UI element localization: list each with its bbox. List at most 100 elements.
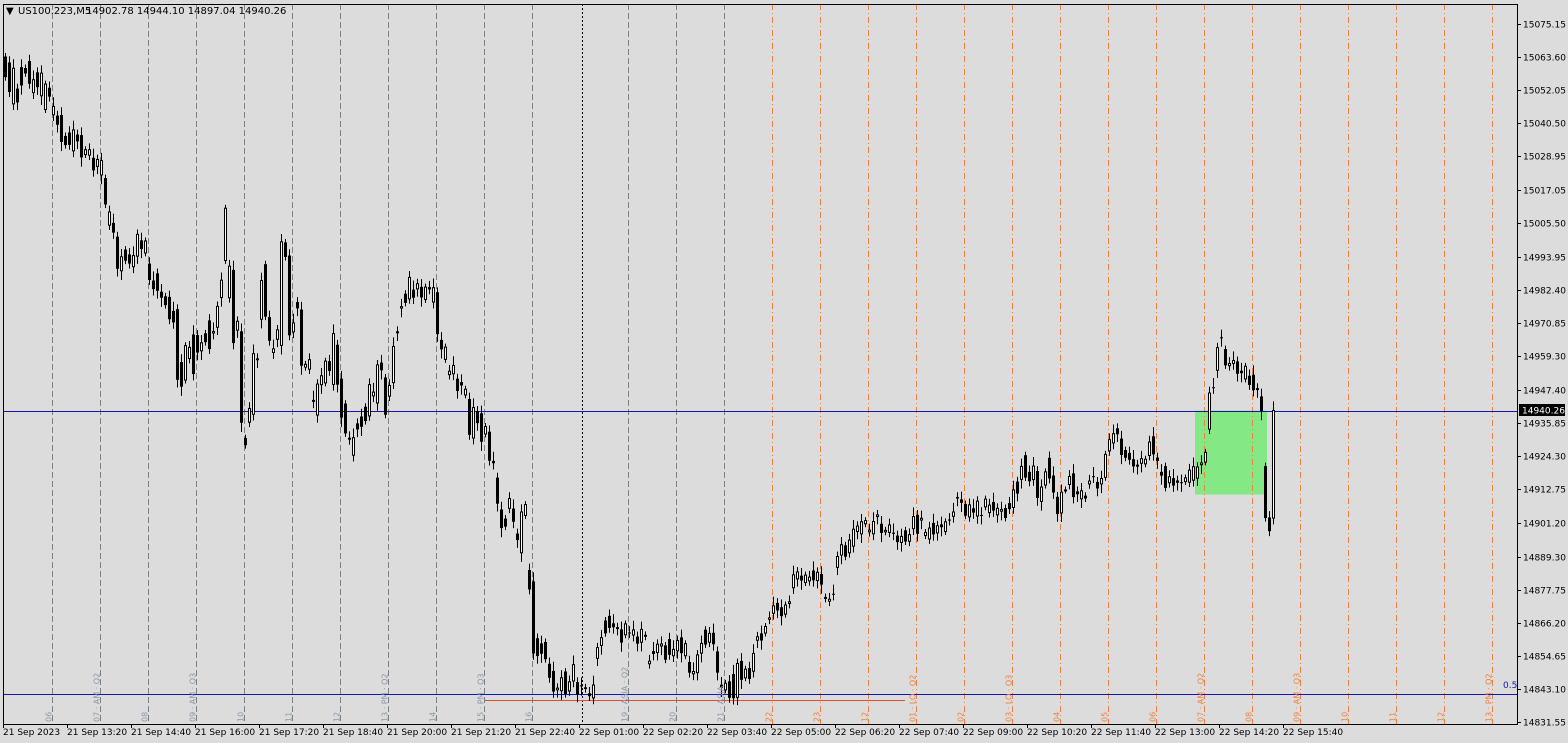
gray-session-label: 08 — [141, 712, 150, 722]
candle-body-bear — [420, 286, 423, 298]
candle — [72, 120, 75, 158]
x-tick-label: 22 Sep 15:40 — [1283, 728, 1343, 738]
candle-body-bull — [1112, 433, 1115, 444]
candle-body-bear — [1268, 517, 1271, 532]
candle — [100, 152, 103, 185]
candle — [56, 110, 59, 133]
candle — [904, 526, 907, 546]
candle-body-bear — [208, 320, 211, 350]
candle-body-bear — [1084, 495, 1087, 499]
candle — [1224, 345, 1227, 369]
candle-body-bear — [704, 629, 707, 645]
orange-session-label: 08 — [1245, 712, 1254, 722]
candle-body-bull — [1232, 360, 1235, 364]
candle-body-bear — [288, 255, 291, 336]
candle — [640, 621, 643, 652]
candle-body-bull — [316, 383, 319, 416]
orange-session-label: 07 · AM · Q2 — [1197, 673, 1206, 722]
y-tick-label: 14854.65 — [1523, 653, 1566, 663]
candle — [272, 339, 275, 359]
candle — [32, 70, 35, 99]
candle — [688, 655, 691, 678]
candle — [12, 59, 15, 111]
orange-session-label: 09 · AM · Q3 — [1293, 673, 1302, 722]
candle-body-bull — [888, 524, 891, 533]
candle — [68, 126, 71, 150]
candle-body-bull — [72, 129, 75, 152]
menu-arrow-icon[interactable]: ▼ — [6, 6, 14, 17]
candle — [1216, 342, 1219, 379]
candle-body-bull — [624, 623, 627, 636]
candle — [1160, 464, 1163, 485]
candle-body-bear — [716, 651, 719, 673]
candle-body-bear — [1220, 337, 1223, 339]
candle — [1236, 356, 1239, 382]
candle — [736, 658, 739, 706]
candle — [988, 498, 991, 518]
candle — [992, 492, 995, 517]
candle-body-bull — [912, 516, 915, 530]
candle-body-bear — [620, 629, 623, 643]
candle-body-bull — [12, 67, 15, 105]
candle — [300, 301, 303, 375]
candle-body-bull — [1272, 409, 1275, 519]
candle-body-bear — [740, 660, 743, 680]
candle-body-bull — [1228, 362, 1231, 367]
candle-body-bear — [1048, 457, 1051, 479]
candle-body-bear — [128, 254, 131, 264]
x-tick-label: 22 Sep 03:40 — [707, 728, 767, 738]
candle-body-bull — [108, 211, 111, 226]
candle-body-bear — [1180, 482, 1183, 484]
candle — [164, 292, 167, 309]
candle-body-bear — [1240, 370, 1243, 374]
candle-body-bear — [972, 508, 975, 513]
candle — [1264, 462, 1267, 522]
candle-body-bear — [720, 684, 723, 688]
candle-body-bear — [396, 331, 399, 334]
x-tick-label: 22 Sep 05:00 — [771, 728, 831, 738]
candle-body-bull — [988, 504, 991, 514]
candle — [380, 354, 383, 380]
candle-body-bull — [1148, 441, 1151, 457]
candle — [816, 567, 819, 589]
candle — [20, 59, 23, 95]
candle — [680, 629, 683, 663]
candle-body-bull — [332, 333, 335, 385]
x-tick-label: 21 Sep 22:40 — [515, 728, 575, 738]
candle-body-bull — [1144, 458, 1147, 465]
candle-body-bear — [1052, 475, 1055, 493]
candle-body-bull — [724, 682, 727, 691]
x-tick-label: 22 Sep 13:00 — [1155, 728, 1215, 738]
candle-body-bear — [1128, 452, 1131, 460]
candle — [368, 378, 371, 421]
y-tick-label: 14959.30 — [1523, 353, 1566, 363]
candle-body-bear — [312, 399, 315, 402]
candle — [408, 271, 411, 304]
candle-body-bear — [680, 637, 683, 654]
candle — [280, 234, 283, 355]
candle — [696, 649, 699, 681]
candle-body-bull — [676, 640, 679, 652]
candle — [1112, 424, 1115, 450]
candle — [956, 492, 959, 507]
candle-body-bull — [884, 529, 887, 533]
candle — [1200, 455, 1203, 474]
candle-body-bull — [224, 207, 227, 261]
candle — [612, 614, 615, 634]
candle — [184, 342, 187, 384]
candle-body-bear — [1124, 450, 1127, 458]
candle — [456, 373, 459, 399]
candle — [860, 514, 863, 543]
candle-body-bear — [256, 358, 259, 361]
candle — [1040, 479, 1043, 511]
candle — [672, 640, 675, 663]
candle-body-bull — [600, 637, 603, 646]
candle-body-bull — [276, 329, 279, 340]
candle-body-bull — [452, 364, 455, 375]
candle-body-bear — [356, 423, 359, 430]
gray-session-label: 21 · ASIA — [717, 685, 726, 722]
candle — [80, 127, 83, 167]
candle-body-bull — [1012, 489, 1015, 508]
